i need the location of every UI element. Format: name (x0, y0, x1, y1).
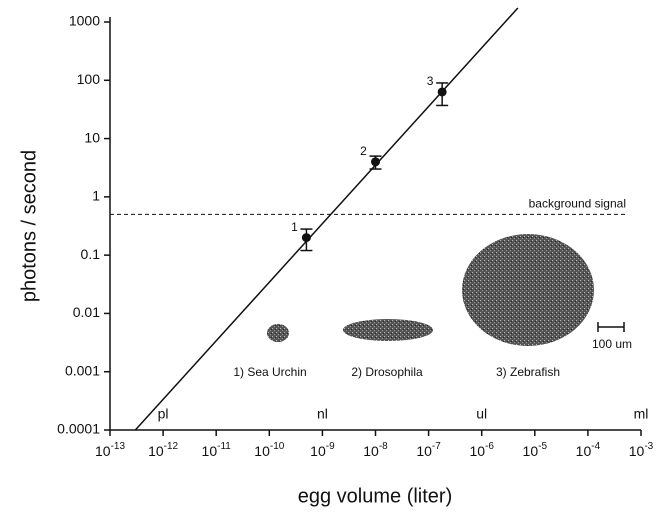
scale-bar-label: 100 um (592, 337, 632, 351)
unit-mark: pl (158, 406, 169, 422)
x-tick-label: 10-3 (629, 441, 654, 459)
x-tick-label: 10-11 (202, 441, 232, 459)
illustration-caption: 3) Zebrafish (496, 365, 560, 379)
x-tick-exp: -9 (326, 441, 335, 452)
point (301, 233, 311, 243)
y-tick-label: 0.1 (81, 246, 101, 262)
x-tick-exp: -10 (270, 441, 285, 452)
y-tick-label: 1000 (69, 13, 100, 29)
x-tick-label: 10-6 (469, 441, 494, 459)
point-label: 2 (360, 144, 367, 158)
x-tick-label: 10-8 (363, 441, 388, 459)
x-tick-exp: -7 (432, 441, 441, 452)
x-tick-base: 10 (202, 443, 218, 459)
x-tick-exp: -8 (379, 441, 388, 452)
illustration-caption: 2) Drosophila (351, 365, 423, 379)
unit-mark: nl (317, 406, 328, 422)
point-label: 3 (427, 74, 434, 88)
x-tick-exp: -13 (111, 441, 126, 452)
x-tick-exp: -5 (538, 441, 547, 452)
x-axis-title: egg volume (liter) (298, 485, 453, 507)
x-tick-base: 10 (363, 443, 379, 459)
y-tick-label: 1 (92, 188, 100, 204)
x-tick-label: 10-13 (95, 441, 125, 459)
x-tick-exp: -12 (164, 441, 179, 452)
x-tick-label: 10-4 (576, 441, 601, 459)
x-tick-base: 10 (254, 443, 270, 459)
illustration-caption: 1) Sea Urchin (233, 365, 306, 379)
x-tick-label: 10-12 (148, 441, 178, 459)
sea-urchin-egg (267, 324, 289, 342)
point (371, 157, 380, 167)
x-tick-exp: -4 (591, 441, 600, 452)
y-tick-label: 100 (77, 71, 101, 87)
zebrafish-egg (462, 234, 594, 346)
point-label: 1 (291, 220, 298, 234)
scale-bar (597, 322, 625, 332)
x-tick-base: 10 (523, 443, 539, 459)
x-tick-label: 10-10 (254, 441, 284, 459)
unit-mark: ml (634, 406, 649, 422)
x-tick-base: 10 (148, 443, 164, 459)
x-tick-label: 10-7 (416, 441, 441, 459)
y-tick-label: 0.0001 (57, 421, 100, 437)
y-tick-label: 0.001 (65, 362, 100, 378)
point (437, 87, 447, 97)
x-tick-base: 10 (469, 443, 485, 459)
x-tick-exp: -11 (217, 441, 231, 452)
x-tick-base: 10 (416, 443, 432, 459)
x-tick-base: 10 (629, 443, 645, 459)
y-tick-label: 0.01 (73, 304, 100, 320)
x-tick-exp: -3 (644, 441, 653, 452)
x-tick-label: 10-5 (523, 441, 548, 459)
x-tick-base: 10 (310, 443, 326, 459)
y-tick-label: 10 (84, 129, 100, 145)
x-tick-exp: -6 (485, 441, 494, 452)
x-tick-label: 10-9 (310, 441, 335, 459)
x-tick-base: 10 (576, 443, 592, 459)
background-label: background signal (529, 197, 626, 211)
x-tick-base: 10 (95, 443, 111, 459)
y-axis-title: photons / second (18, 150, 40, 302)
fit-line (134, 7, 519, 431)
unit-mark: ul (476, 406, 487, 422)
drosophila-egg (343, 319, 433, 341)
